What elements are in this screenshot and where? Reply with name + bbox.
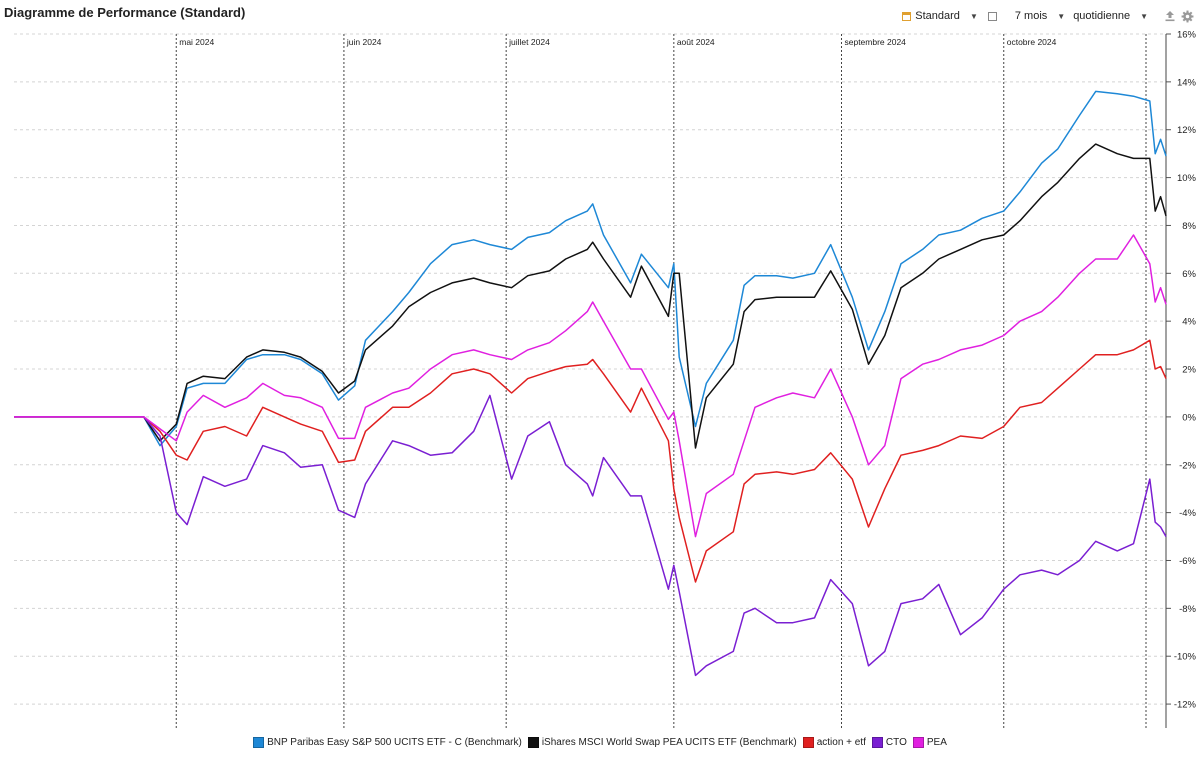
- y-tick-label: 12%: [1177, 125, 1197, 136]
- legend-item[interactable]: iShares MSCI World Swap PEA UCITS ETF (B…: [527, 737, 797, 748]
- chevron-down-icon: ▼: [969, 11, 978, 21]
- series-line-2: [14, 339, 1167, 583]
- chevron-down-icon: ▼: [1057, 11, 1066, 21]
- export-icon[interactable]: [1164, 10, 1176, 22]
- calendar-icon: [902, 11, 912, 21]
- month-label: septembre 2024: [844, 37, 906, 47]
- legend-swatch: [527, 737, 539, 748]
- month-label: août 2024: [677, 37, 715, 47]
- series-line-1: [14, 143, 1167, 449]
- period-selector[interactable]: 7 mois ▼: [1015, 10, 1065, 22]
- y-tick-label: -10%: [1174, 652, 1197, 663]
- series-line-3: [14, 394, 1167, 677]
- legend-label: action + etf: [816, 737, 866, 748]
- view-label: Standard: [915, 10, 960, 22]
- month-label: mai 2024: [179, 37, 214, 47]
- legend-item[interactable]: action + etf: [802, 737, 866, 748]
- legend-label: iShares MSCI World Swap PEA UCITS ETF (B…: [541, 737, 797, 748]
- interval-selector[interactable]: quotidienne ▼: [1073, 10, 1148, 22]
- y-tick-label: 8%: [1182, 221, 1196, 232]
- y-tick-label: 10%: [1177, 173, 1197, 184]
- legend-label: PEA: [926, 737, 947, 748]
- legend-swatch: [802, 737, 814, 748]
- series-line-4: [14, 234, 1167, 538]
- chevron-down-icon: ▼: [1140, 11, 1148, 21]
- y-tick-label: 16%: [1177, 30, 1197, 41]
- gear-icon[interactable]: [1181, 10, 1194, 23]
- chart-title: Diagramme de Performance (Standard): [4, 5, 246, 20]
- y-tick-label: 2%: [1182, 365, 1196, 376]
- chart-toolbar: Standard ▼ 7 mois ▼ quotidienne ▼: [894, 7, 1194, 25]
- month-label: juillet 2024: [508, 37, 550, 47]
- legend-swatch: [871, 737, 883, 748]
- interval-label: quotidienne: [1073, 10, 1131, 22]
- y-tick-label: 0%: [1182, 412, 1196, 423]
- performance-chart: -12% -10% -8% -6% -4% -2% 0% 2% 4% 6% 8% 10% 12% 14% 1…: [14, 30, 1197, 728]
- legend-label: CTO: [885, 737, 907, 748]
- view-selector[interactable]: Standard ▼: [902, 10, 978, 22]
- y-tick-label: 4%: [1182, 317, 1196, 328]
- y-tick-label: -2%: [1179, 460, 1196, 471]
- legend-label: BNP Paribas Easy S&P 500 UCITS ETF - C (…: [267, 737, 522, 748]
- series-line-0: [14, 90, 1167, 447]
- y-tick-label: -8%: [1179, 604, 1196, 615]
- month-label: octobre 2024: [1007, 37, 1057, 47]
- y-tick-label: 6%: [1182, 269, 1196, 280]
- chart-legend: BNP Paribas Easy S&P 500 UCITS ETF - C (…: [0, 737, 1200, 748]
- y-tick-label: -6%: [1179, 556, 1196, 567]
- legend-swatch: [253, 737, 265, 748]
- legend-item[interactable]: CTO: [871, 737, 907, 748]
- y-tick-label: -12%: [1174, 700, 1197, 711]
- date-range-icon[interactable]: [987, 11, 997, 21]
- legend-swatch: [912, 737, 924, 748]
- y-tick-label: 14%: [1177, 77, 1197, 88]
- y-tick-label: -4%: [1179, 508, 1196, 519]
- legend-item[interactable]: PEA: [912, 737, 947, 748]
- legend-item[interactable]: BNP Paribas Easy S&P 500 UCITS ETF - C (…: [253, 737, 522, 748]
- month-label: juin 2024: [346, 37, 382, 47]
- period-label: 7 mois: [1014, 10, 1048, 22]
